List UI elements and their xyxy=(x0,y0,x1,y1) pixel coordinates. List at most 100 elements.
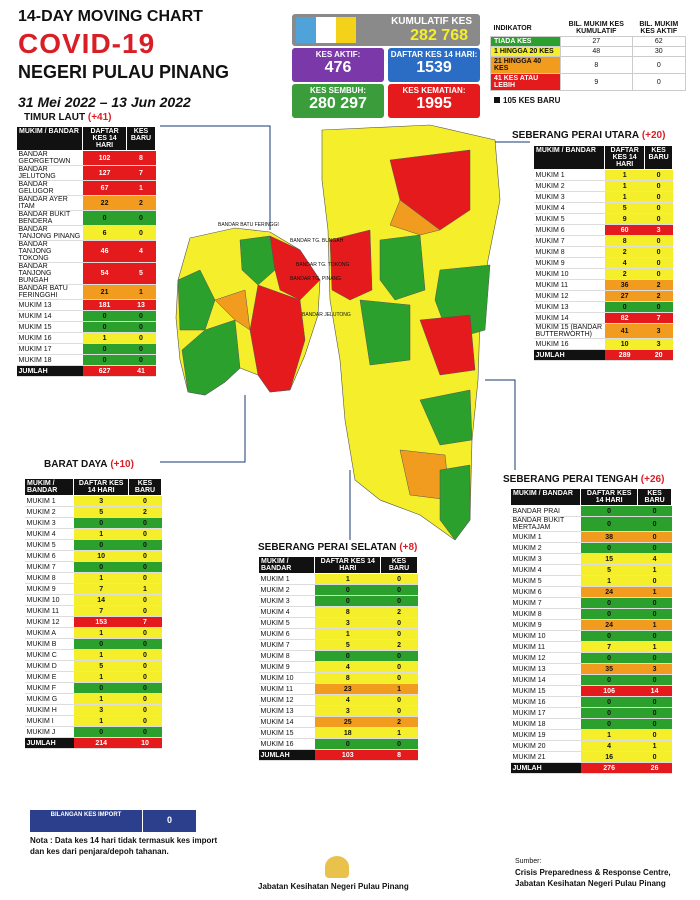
row-baru: 0 xyxy=(128,561,162,573)
row-label: BANDAR TANJONG TOKONG xyxy=(16,240,83,263)
table-row: MUKIM 16 10 3 xyxy=(533,338,673,350)
row-daftar: 1 xyxy=(73,649,129,661)
row-daftar: 0 xyxy=(580,516,638,532)
table-row: BANDAR GEORGETOWN 102 8 xyxy=(16,150,156,166)
table-header: MUKIM / BANDAR DAFTAR KES 14 HARI KES BARU xyxy=(532,145,673,170)
kpi-aktif-label: KES AKTIF: xyxy=(315,50,361,59)
kpi-aktif-value: 476 xyxy=(324,59,352,76)
row-label: MUKIM C xyxy=(24,649,74,661)
table-header-cell: KES BARU xyxy=(125,126,157,151)
row-baru: 2 xyxy=(380,716,418,728)
table-row: MUKIM 3 15 4 xyxy=(510,553,672,565)
row-baru: 0 xyxy=(380,628,418,640)
row-baru: 4 xyxy=(637,553,672,565)
table-row: MUKIM 12 4 0 xyxy=(258,694,418,706)
row-baru: 0 xyxy=(128,671,162,683)
legend-row-b: 0 xyxy=(631,56,687,74)
row-baru: 0 xyxy=(637,505,672,517)
legend-header-aktif: BIL. MUKIM KES AKTIF xyxy=(639,21,679,35)
table-header-cell: KES BARU xyxy=(637,488,672,506)
kpi-aktif: KES AKTIF: 476 xyxy=(292,48,384,82)
row-label: MUKIM 12 xyxy=(258,694,315,706)
table-header-cell: MUKIM / BANDAR xyxy=(23,478,75,496)
row-daftar: 10 xyxy=(604,338,645,350)
row-daftar: 0 xyxy=(82,321,127,333)
row-label: MUKIM F xyxy=(24,682,74,694)
table-header-cell: DAFTAR KES 14 HARI xyxy=(73,478,130,496)
table-header-cell: MUKIM / BANDAR xyxy=(257,556,316,574)
table-row: BANDAR AYER ITAM 22 2 xyxy=(16,195,156,211)
connector-spt xyxy=(485,379,516,470)
legend-note-text: 105 KES BARU xyxy=(503,96,561,105)
table-timur-laut: MUKIM / BANDAR DAFTAR KES 14 HARI KES BARU… xyxy=(15,126,157,377)
row-label: MUKIM 5 xyxy=(258,617,315,629)
row-label: MUKIM 17 xyxy=(510,707,581,719)
row-label: BANDAR GEORGETOWN xyxy=(16,150,83,166)
total-value: 10 xyxy=(128,737,162,749)
row-daftar: 4 xyxy=(314,694,381,706)
row-label: MUKIM 14 xyxy=(258,716,315,728)
row-daftar: 2 xyxy=(604,268,645,280)
row-baru: 14 xyxy=(637,685,672,697)
table-total-row: JUMLAH 627 41 xyxy=(16,365,156,377)
row-daftar: 181 xyxy=(82,299,127,311)
row-baru: 0 xyxy=(644,268,673,280)
row-baru: 0 xyxy=(126,321,156,333)
row-baru: 1 xyxy=(380,683,418,695)
map-label: BANDAR BATU FERINGGI xyxy=(218,222,279,228)
map-label: BANDAR TG. PINANG xyxy=(290,276,342,282)
row-baru: 0 xyxy=(644,180,673,192)
row-baru: 3 xyxy=(644,224,673,236)
import-value: 0 xyxy=(142,810,196,832)
table-row: MUKIM 16 1 0 xyxy=(16,332,156,344)
row-daftar: 1 xyxy=(73,528,129,540)
table-total-row: JUMLAH 103 8 xyxy=(258,749,418,761)
legend-row-label: 41 KES ATAU LEBIH xyxy=(490,73,561,91)
row-daftar: 3 xyxy=(314,617,381,629)
row-label: MUKIM 9 xyxy=(510,619,581,631)
row-daftar: 4 xyxy=(580,740,638,752)
row-daftar: 7 xyxy=(580,641,638,653)
mainland-green-1 xyxy=(379,234,426,301)
row-daftar: 1 xyxy=(580,575,638,587)
table-row: MUKIM 14 0 0 xyxy=(510,674,672,686)
table-row: MUKIM 10 0 0 xyxy=(510,630,672,642)
mainland-base xyxy=(321,124,501,541)
total-value: 26 xyxy=(637,762,672,774)
row-baru: 0 xyxy=(380,650,418,662)
footer-source1: Crisis Preparedness & Response Centre, xyxy=(515,868,671,877)
row-daftar: 9 xyxy=(604,213,645,225)
table-row: BANDAR BUKIT BENDERA 0 0 xyxy=(16,210,156,226)
row-baru: 0 xyxy=(128,495,162,507)
kpi-daftar14-label: DAFTAR KES 14 HARI: xyxy=(390,50,478,59)
row-baru: 0 xyxy=(380,694,418,706)
row-daftar: 14 xyxy=(73,594,129,606)
row-baru: 3 xyxy=(644,323,673,339)
table-spu: MUKIM / BANDAR DAFTAR KES 14 HARI KES BARU… xyxy=(532,145,673,361)
row-baru: 0 xyxy=(380,705,418,717)
row-baru: 1 xyxy=(637,564,672,576)
row-label: MUKIM 13 xyxy=(533,301,605,313)
table-row: MUKIM 15 (BANDAR BUTTERWORTH) 41 3 xyxy=(533,323,673,339)
mainland-orange-2 xyxy=(399,449,451,501)
row-label: MUKIM 18 xyxy=(16,354,83,366)
table-row: MUKIM 15 0 0 xyxy=(16,321,156,333)
row-baru: 7 xyxy=(126,165,156,181)
row-daftar: 0 xyxy=(580,505,638,517)
row-label: MUKIM 21 xyxy=(510,751,581,763)
row-baru: 1 xyxy=(637,586,672,598)
island-orange-1 xyxy=(214,289,251,331)
row-label: MUKIM 2 xyxy=(24,506,74,518)
total-label: JUMLAH xyxy=(510,762,581,774)
row-label: MUKIM 15 (BANDAR BUTTERWORTH) xyxy=(533,323,605,339)
row-daftar: 24 xyxy=(580,619,638,631)
row-baru: 0 xyxy=(380,573,418,585)
table-total-row: JUMLAH 214 10 xyxy=(24,737,162,749)
